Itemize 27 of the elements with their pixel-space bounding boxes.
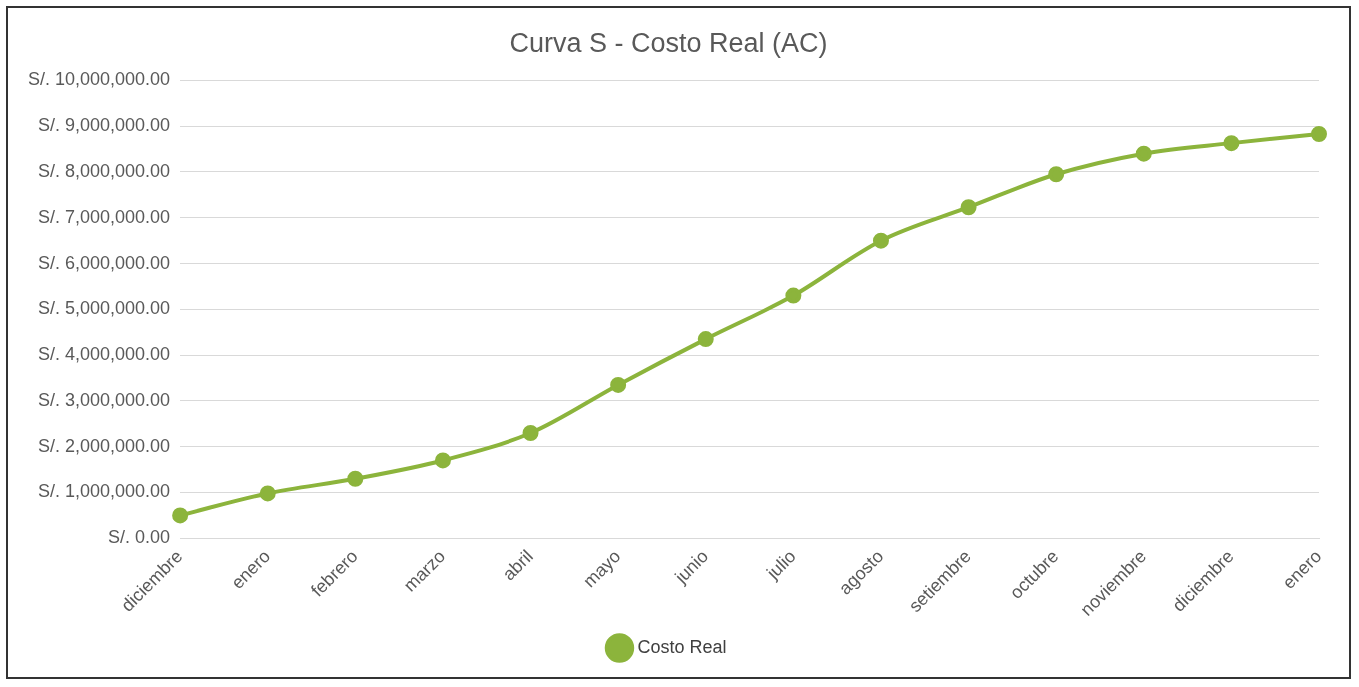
point — [1223, 135, 1240, 152]
point — [1048, 166, 1065, 183]
legend-label: Costo Real — [637, 636, 727, 657]
y-tick-label: S/. 2,000,000.00 — [38, 435, 171, 456]
y-tick-label: S/. 10,000,000.00 — [27, 69, 171, 90]
chart-title: Curva S - Costo Real (AC) — [509, 27, 828, 58]
y-tick-label: S/. 1,000,000.00 — [38, 481, 171, 502]
point — [610, 376, 627, 393]
y-tick-label: S/. 7,000,000.00 — [38, 206, 171, 227]
point — [259, 485, 276, 502]
point — [1311, 125, 1327, 142]
point — [1135, 145, 1152, 162]
point — [347, 470, 364, 487]
y-tick-label: S/. 9,000,000.00 — [38, 115, 171, 136]
y-tick-label: S/. 8,000,000.00 — [38, 160, 171, 181]
point — [960, 199, 977, 216]
point — [434, 452, 451, 469]
point — [172, 507, 189, 524]
y-tick-label: S/. 3,000,000.00 — [38, 389, 171, 410]
point — [697, 331, 714, 348]
y-tick-label: S/. 0.00 — [108, 527, 171, 548]
y-tick-label: S/. 6,000,000.00 — [38, 252, 171, 273]
point — [872, 232, 889, 249]
y-tick-label: S/. 5,000,000.00 — [38, 298, 171, 319]
point — [785, 287, 802, 304]
y-tick-label: S/. 4,000,000.00 — [38, 344, 171, 365]
point — [522, 424, 539, 441]
